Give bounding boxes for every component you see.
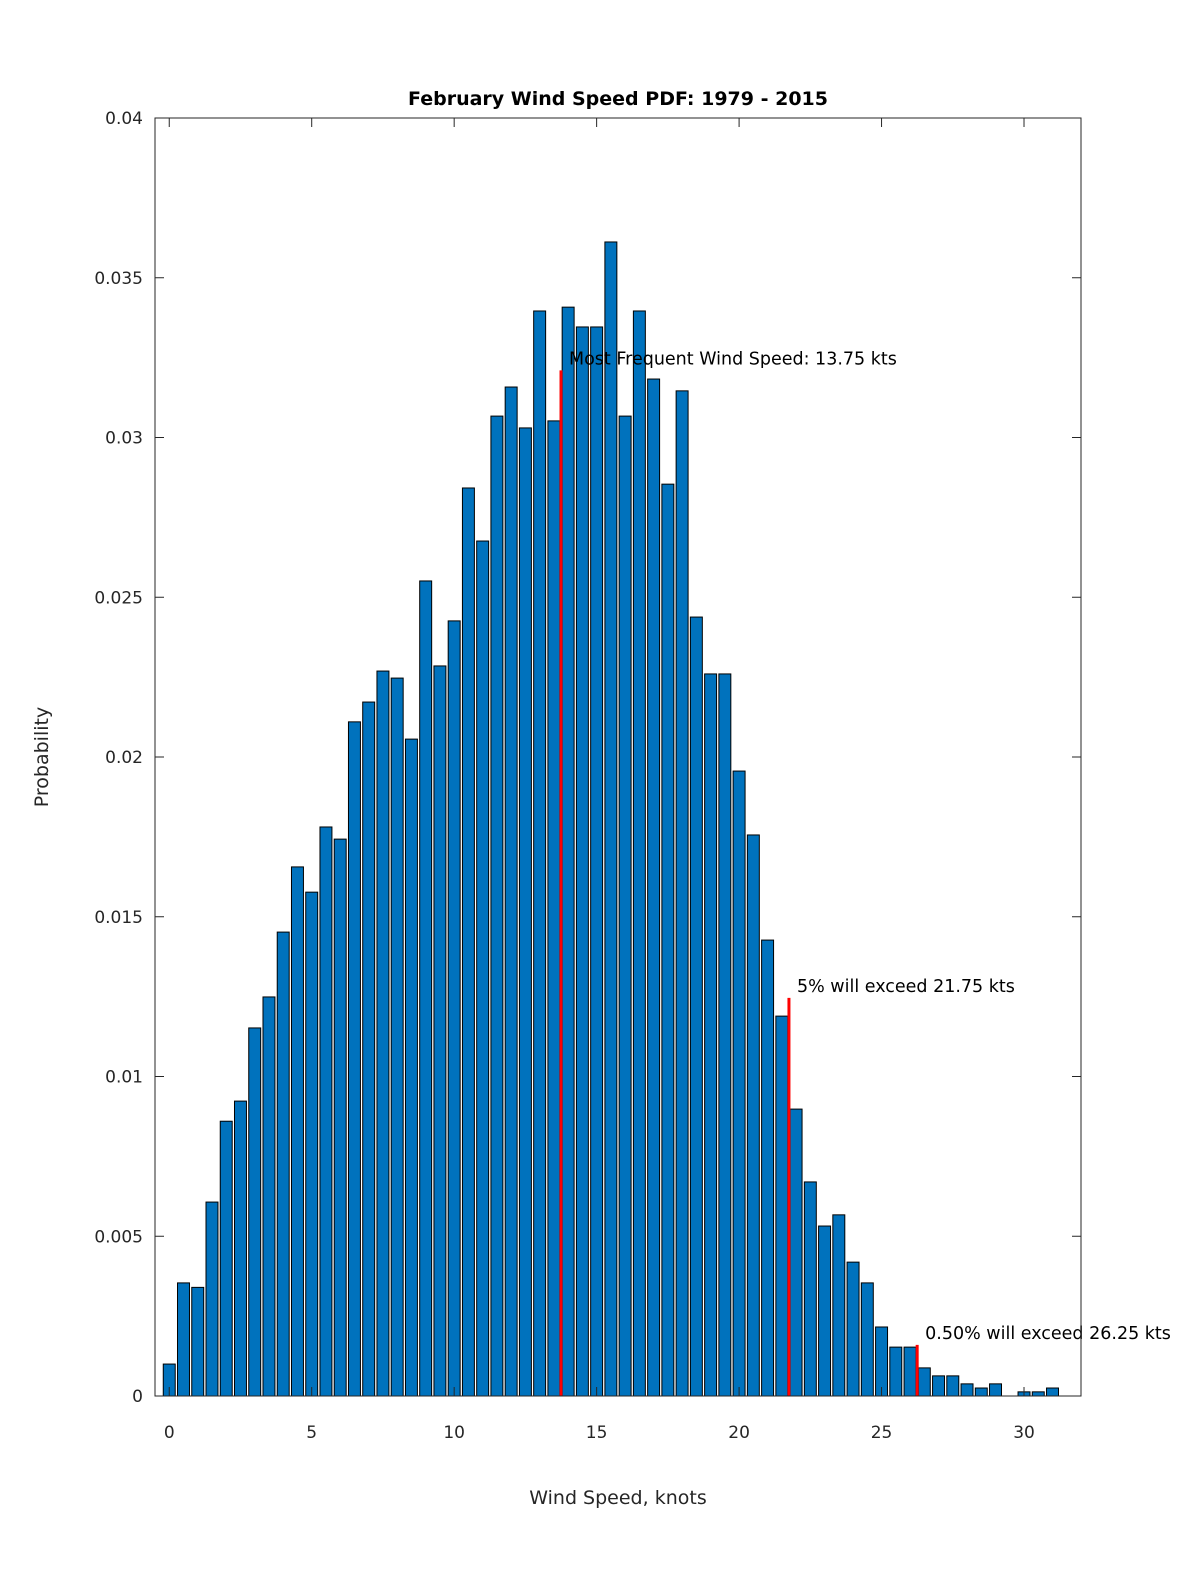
bar — [946, 1375, 960, 1397]
bar — [262, 996, 276, 1397]
bar — [305, 891, 319, 1397]
bar — [604, 241, 618, 1397]
bar — [761, 939, 775, 1397]
bar — [276, 931, 290, 1397]
bar — [191, 1286, 205, 1397]
bar — [917, 1367, 931, 1397]
threshold-annotation: 5% will exceed 21.75 kts — [797, 977, 1015, 997]
bar — [575, 326, 589, 1397]
x-tick-label: 0 — [164, 1423, 175, 1443]
bar — [561, 306, 575, 1397]
y-tick-label: 0.035 — [94, 269, 143, 289]
bar — [248, 1027, 262, 1397]
bar — [989, 1383, 1003, 1397]
markers: Most Frequent Wind Speed: 13.75 kts 5% wi… — [559, 349, 1171, 1396]
y-tick-label: 0.025 — [94, 588, 143, 608]
y-tick-label: 0.04 — [105, 109, 143, 129]
bar — [832, 1214, 846, 1397]
bar — [362, 701, 376, 1397]
bar — [547, 420, 561, 1397]
bar — [433, 665, 447, 1397]
bar — [875, 1326, 889, 1397]
bar — [290, 866, 304, 1397]
bar — [732, 770, 746, 1397]
bar — [319, 826, 333, 1397]
bar — [347, 721, 361, 1397]
bar — [960, 1383, 974, 1397]
bar — [476, 540, 490, 1397]
bar — [647, 378, 661, 1397]
bar — [718, 673, 732, 1397]
bars — [162, 241, 1059, 1397]
bar — [860, 1282, 874, 1397]
x-tick-label: 10 — [443, 1423, 465, 1443]
bar — [461, 487, 475, 1397]
ticks: 0 5 10 15 20 25 30 0 0.005 0.01 0.015 0.02 0.025 0.03… — [94, 109, 1081, 1443]
y-tick-label: 0.015 — [94, 908, 143, 928]
x-tick-label: 20 — [728, 1423, 750, 1443]
bar — [447, 620, 461, 1397]
bar — [932, 1375, 946, 1397]
y-axis-label: Probability — [31, 707, 53, 807]
bar — [1031, 1391, 1045, 1397]
x-tick-label: 5 — [306, 1423, 317, 1443]
y-tick-label: 0.03 — [105, 429, 143, 449]
bar — [333, 838, 347, 1397]
x-tick-label: 25 — [871, 1423, 893, 1443]
y-tick-label: 0 — [132, 1387, 143, 1407]
bar — [789, 1108, 803, 1397]
y-tick-label: 0.005 — [94, 1227, 143, 1247]
chart-title: February Wind Speed PDF: 1979 - 2015 — [408, 88, 828, 110]
bar — [504, 386, 518, 1397]
y-tick-label: 0.02 — [105, 748, 143, 768]
bar — [846, 1261, 860, 1397]
bar — [775, 1015, 789, 1397]
bar — [533, 310, 547, 1397]
bar — [518, 427, 532, 1397]
bar — [376, 670, 390, 1397]
bar — [1046, 1387, 1059, 1397]
bar — [803, 1181, 817, 1397]
bar — [903, 1346, 917, 1397]
x-tick-label: 15 — [586, 1423, 608, 1443]
bar — [689, 616, 703, 1397]
bar — [419, 580, 433, 1397]
x-axis-label: Wind Speed, knots — [529, 1487, 706, 1509]
bar — [205, 1201, 219, 1397]
bar — [746, 834, 760, 1397]
threshold-annotation: Most Frequent Wind Speed: 13.75 kts — [569, 349, 897, 369]
bar — [632, 310, 646, 1397]
bar — [490, 415, 504, 1397]
bar — [818, 1225, 832, 1397]
bar — [233, 1100, 247, 1397]
y-tick-label: 0.01 — [105, 1068, 143, 1088]
bar — [404, 738, 418, 1397]
bar — [675, 390, 689, 1397]
bar — [590, 326, 604, 1397]
bar — [390, 677, 404, 1397]
x-tick-label: 30 — [1013, 1423, 1035, 1443]
bar — [219, 1120, 233, 1397]
bar — [618, 415, 632, 1397]
bar — [974, 1387, 988, 1397]
bar — [177, 1282, 190, 1397]
bar — [661, 483, 675, 1397]
bar — [889, 1346, 903, 1397]
bar — [704, 673, 718, 1397]
threshold-annotation: 0.50% will exceed 26.25 kts — [925, 1324, 1171, 1344]
